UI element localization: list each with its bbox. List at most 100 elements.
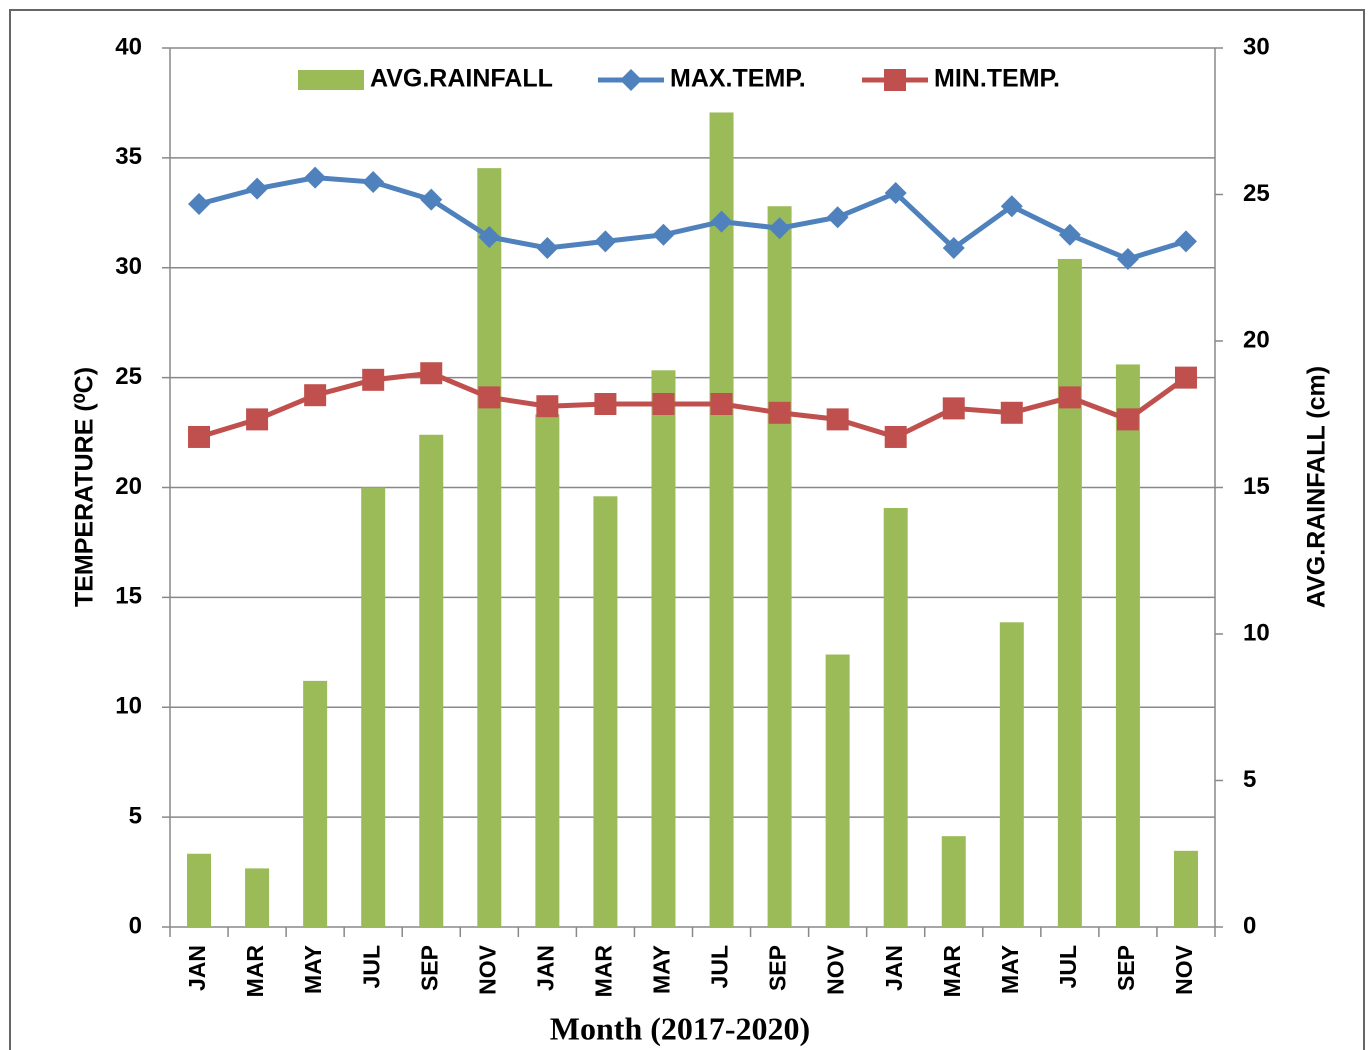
y-axis-title: TEMPERATURE (⁰C)	[71, 367, 99, 607]
x-tick-label: MAY	[997, 945, 1023, 994]
x-tick-label: MAR	[590, 945, 616, 998]
y-tick-label: 25	[115, 363, 142, 390]
y2-tick-label: 5	[1243, 766, 1256, 793]
marker	[1000, 401, 1023, 424]
legend-marker	[884, 69, 906, 91]
bar	[245, 868, 270, 927]
bar	[883, 508, 908, 927]
marker	[362, 368, 385, 391]
marker	[1058, 223, 1081, 246]
x-tick-label: NOV	[823, 944, 849, 995]
legend-swatch	[298, 70, 364, 90]
legend-label: MAX.TEMP.	[670, 65, 806, 93]
x-tick-label: JAN	[532, 945, 558, 991]
x-tick-label: SEP	[1113, 945, 1139, 991]
bar	[535, 414, 560, 927]
bar	[709, 112, 734, 927]
y2-tick-label: 30	[1243, 33, 1270, 60]
marker	[362, 171, 385, 194]
y-tick-label: 10	[115, 693, 142, 720]
bar	[999, 622, 1024, 927]
y2-tick-label: 0	[1243, 912, 1256, 939]
line	[198, 175, 1187, 262]
marker	[710, 392, 733, 415]
marker	[246, 408, 269, 431]
bar	[419, 434, 444, 927]
x-tick-label: NOV	[474, 944, 500, 995]
bar	[477, 168, 502, 927]
line	[198, 370, 1188, 440]
x-tick-label: JUL	[707, 945, 733, 988]
marker	[1058, 386, 1081, 409]
marker	[768, 401, 791, 424]
marker	[478, 386, 501, 409]
bar	[303, 680, 328, 927]
marker	[420, 362, 443, 385]
marker	[304, 166, 327, 189]
marker	[536, 236, 559, 259]
marker	[478, 225, 501, 248]
marker	[884, 425, 907, 448]
y2-tick-label: 20	[1243, 326, 1270, 353]
bar	[825, 654, 850, 927]
bar	[1057, 258, 1082, 928]
x-tick-label: JAN	[184, 945, 210, 991]
y2-tick-label: 10	[1243, 619, 1270, 646]
marker	[942, 236, 965, 259]
marker	[246, 177, 269, 200]
x-tick-label: SEP	[765, 945, 791, 991]
y-tick-label: 40	[115, 33, 142, 60]
y-tick-label: 30	[115, 253, 142, 280]
bar	[1173, 850, 1198, 927]
marker	[420, 188, 443, 211]
bar	[651, 370, 676, 927]
marker	[304, 384, 327, 407]
y-tick-label: 20	[115, 473, 142, 500]
y2-tick-label: 15	[1243, 473, 1270, 500]
marker	[1174, 230, 1197, 253]
y-tick-label: 5	[129, 802, 142, 829]
x-tick-label: JUL	[358, 945, 384, 988]
marker	[594, 392, 617, 415]
x-tick-label: MAY	[300, 945, 326, 994]
x-tick-label: MAR	[242, 945, 268, 998]
y2-axis-title: AVG.RAINFALL (cm)	[1303, 366, 1331, 608]
marker	[884, 182, 907, 205]
legend-marker	[620, 69, 642, 91]
x-tick-label: MAY	[649, 945, 675, 994]
bar	[361, 487, 386, 927]
y-tick-label: 15	[115, 583, 142, 610]
x-tick-label: JAN	[881, 945, 907, 991]
marker	[1000, 195, 1023, 218]
marker	[1174, 366, 1197, 389]
marker	[652, 223, 675, 246]
y-tick-label: 35	[115, 143, 142, 170]
marker	[652, 392, 675, 415]
x-tick-label: JUL	[1055, 945, 1081, 988]
bar	[187, 853, 212, 927]
bar	[1115, 364, 1140, 927]
y-tick-label: 0	[129, 912, 142, 939]
x-tick-label: SEP	[416, 945, 442, 991]
marker	[942, 397, 965, 420]
marker	[188, 193, 211, 216]
marker	[826, 408, 849, 431]
bar	[941, 836, 966, 927]
bar	[593, 496, 618, 927]
marker	[710, 210, 733, 233]
marker	[768, 217, 791, 240]
x-tick-label: NOV	[1171, 944, 1197, 995]
marker	[1116, 408, 1139, 431]
bar	[767, 206, 792, 928]
marker	[536, 395, 559, 418]
marker	[188, 425, 211, 448]
legend-label: AVG.RAINFALL	[370, 65, 553, 93]
x-tick-label: MAR	[939, 945, 965, 998]
frame	[9, 9, 1365, 1050]
legend-label: MIN.TEMP.	[934, 65, 1060, 93]
marker	[826, 206, 849, 229]
x-axis-title: Month (2017-2020)	[550, 1010, 810, 1046]
y2-tick-label: 25	[1243, 180, 1270, 207]
marker	[594, 230, 617, 253]
